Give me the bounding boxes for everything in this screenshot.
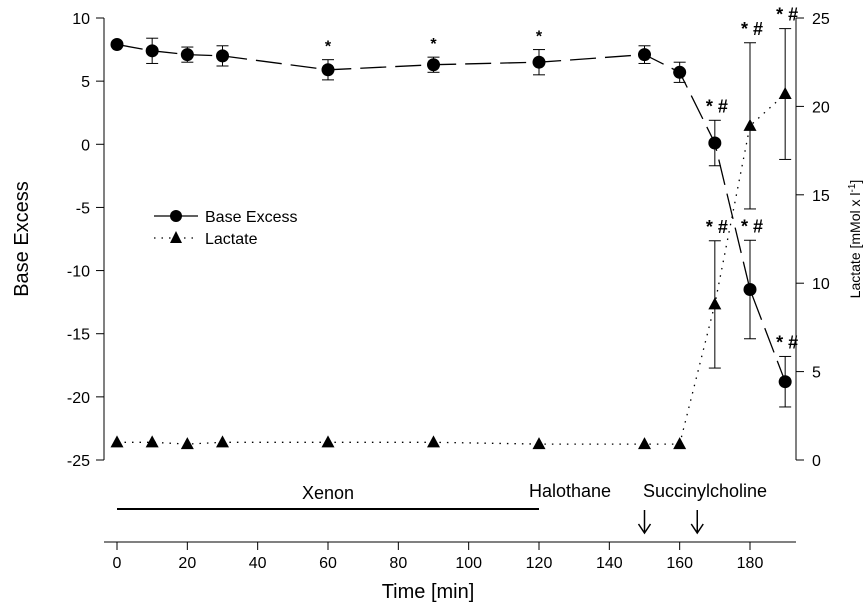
right-axis-tick-label: 25 (812, 11, 830, 28)
lactate-point (180, 437, 194, 450)
right-axis-label: Lactate [mMol x l-1] (847, 180, 864, 299)
base-excess-point (673, 65, 687, 79)
significance-annotation: * # (706, 217, 728, 237)
halothane-arrowhead-icon (637, 523, 652, 535)
succinylcholine-label: Succinylcholine (643, 481, 767, 501)
phase-annotations: Xenon Halothane Succinylcholine (117, 481, 767, 535)
base-excess-point (778, 375, 792, 389)
significance-annotation: * # (741, 216, 763, 236)
significance-annotation: * # (776, 5, 798, 25)
left-axis-tick-label: -10 (67, 264, 90, 281)
time-axis-tick-label: 160 (666, 555, 693, 572)
lactate-point (427, 435, 440, 448)
base-excess-point (532, 55, 546, 69)
right-axis-tick-label: 0 (812, 453, 821, 470)
legend-label: Base Excess (205, 209, 297, 226)
base-excess-point (216, 49, 229, 63)
lactate-point (743, 118, 757, 131)
legend-label: Lactate (205, 231, 258, 248)
lactate-point (321, 435, 335, 448)
significance-annotation: * # (741, 19, 763, 39)
right-axis-tick-label: 20 (812, 99, 830, 116)
base-excess-point (427, 58, 440, 72)
lactate-point (778, 87, 792, 100)
left-axis-tick-label: -20 (67, 390, 90, 407)
right-axis-tick-label: 10 (812, 276, 830, 293)
left-axis-tick-label: -25 (67, 453, 90, 470)
lactate-line (117, 93, 786, 445)
time-axis-tick-label: 80 (389, 555, 407, 572)
series-lines (116, 43, 786, 445)
time-axis-tick-label: 140 (596, 555, 623, 572)
lactate-point (708, 297, 722, 310)
time-axis-tick-label: 100 (455, 555, 482, 572)
right-axis-label-text: Lactate [mMol x l (847, 192, 863, 298)
time-axis-label: Time [min] (382, 581, 475, 603)
time-axis-tick-label: 40 (249, 555, 267, 572)
base-excess-point (708, 136, 722, 150)
base-excess-line (116, 43, 786, 382)
right-axis-label-superscript: -1 (847, 183, 858, 192)
left-axis-label: Base Excess (11, 181, 33, 297)
lactate-point (216, 435, 229, 448)
base-excess-point (321, 63, 335, 77)
lactate-point (532, 437, 546, 450)
left-axis-tick-label: 5 (81, 74, 90, 91)
legend-marker-triangle (170, 231, 182, 243)
succinylcholine-arrowhead-icon (690, 523, 704, 535)
time-axis-tick-label: 20 (178, 555, 196, 572)
series-marks: * * * * # * # * # * # * # * # (110, 5, 798, 450)
lactate-point (673, 437, 687, 450)
right-axis-tick-label: 5 (812, 365, 821, 382)
left-axis-tick-label: -15 (67, 327, 90, 344)
lactate-point (638, 437, 651, 450)
halothane-label: Halothane (529, 481, 611, 501)
lactate-point (110, 435, 124, 448)
right-axis-label-close: ] (847, 180, 863, 184)
time-axis-tick-label: 0 (113, 555, 122, 572)
left-axis-tick-label: 0 (81, 137, 90, 154)
base-excess-point (110, 38, 124, 52)
significance-annotation: * # (776, 332, 798, 352)
lactate-point (145, 435, 159, 448)
significance-annotation: * (325, 39, 332, 56)
legend-marker-circle (170, 210, 182, 222)
significance-annotation: * # (706, 96, 728, 116)
base-excess-point (145, 44, 159, 58)
significance-annotation: * (536, 29, 543, 46)
time-axis-tick-label: 180 (737, 555, 764, 572)
right-axis-tick-label: 15 (812, 188, 830, 205)
time-axis-tick-label: 60 (319, 555, 337, 572)
xenon-label: Xenon (302, 483, 354, 503)
base-excess-point (638, 48, 651, 62)
legend: Base Excess Lactate (154, 209, 297, 248)
left-axis-tick-label: 10 (72, 11, 90, 28)
base-excess-point (743, 283, 757, 297)
significance-annotation: * (430, 36, 437, 53)
base-excess-point (180, 48, 194, 62)
time-axis-tick-label: 120 (526, 555, 553, 572)
left-axis-tick-label: -5 (76, 200, 90, 217)
